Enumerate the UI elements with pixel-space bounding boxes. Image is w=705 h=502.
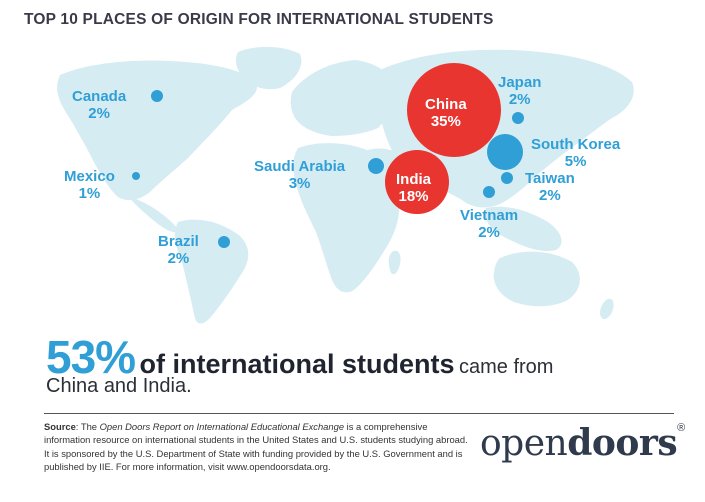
southeast-asia-landmass bbox=[485, 206, 562, 252]
bubble-japan bbox=[512, 112, 524, 124]
headline-rest-text: came from bbox=[459, 356, 554, 378]
page-title: TOP 10 PLACES OF ORIGIN FOR INTERNATIONA… bbox=[24, 11, 494, 28]
headline-percent: 53% bbox=[46, 331, 136, 383]
divider bbox=[44, 413, 674, 414]
world-map bbox=[57, 46, 634, 324]
label-saudi-arabia: Saudi Arabia 3% bbox=[254, 158, 346, 192]
bubble-mexico bbox=[132, 172, 140, 180]
logo-part-open: open bbox=[480, 423, 568, 464]
label-canada: Canada 2% bbox=[72, 88, 127, 122]
bubble-south-korea bbox=[487, 134, 523, 170]
source-note: Source: The Open Doors Report on Interna… bbox=[44, 420, 474, 474]
label-china: China 35% bbox=[425, 96, 467, 130]
central-america-landmass bbox=[128, 196, 180, 233]
logo-part-doors: doors bbox=[567, 422, 678, 464]
bubble-taiwan bbox=[501, 172, 513, 184]
source-label: Source bbox=[44, 421, 76, 432]
africa-landmass bbox=[293, 143, 400, 293]
south-america-landmass bbox=[175, 219, 249, 324]
source-text-2: is a comprehensive information resource … bbox=[44, 421, 468, 473]
bubble-saudi-arabia bbox=[368, 158, 384, 174]
bubble-brazil bbox=[218, 236, 230, 248]
label-south-korea: South Korea 5% bbox=[531, 136, 621, 170]
new-zealand-landmass bbox=[600, 298, 614, 320]
label-india: India 18% bbox=[396, 171, 432, 205]
label-vietnam: Vietnam 2% bbox=[460, 207, 519, 241]
logo-registered-mark: ® bbox=[677, 422, 685, 434]
headline-bold-text: of international students bbox=[139, 349, 455, 379]
bubble-canada bbox=[151, 90, 163, 102]
bubble-vietnam bbox=[483, 186, 495, 198]
bubble-india bbox=[385, 150, 449, 214]
label-mexico: Mexico 1% bbox=[64, 168, 115, 202]
headline: 53% of international students came from bbox=[46, 330, 553, 384]
label-brazil: Brazil 2% bbox=[158, 233, 199, 267]
north-america-landmass bbox=[57, 60, 258, 201]
label-japan: Japan 2% bbox=[498, 74, 542, 108]
greenland-landmass bbox=[235, 46, 302, 90]
place-bubbles bbox=[132, 63, 524, 248]
headline-line-two: China and India. bbox=[46, 375, 192, 397]
europe-landmass bbox=[290, 60, 396, 136]
madagascar-landmass bbox=[388, 250, 401, 275]
source-report-title: Open Doors Report on International Educa… bbox=[99, 421, 345, 432]
opendoors-logo: opendoors® bbox=[480, 422, 685, 464]
bubble-china bbox=[407, 63, 501, 157]
source-text-1: : The bbox=[75, 421, 100, 432]
australia-landmass bbox=[493, 251, 580, 307]
label-taiwan: Taiwan 2% bbox=[525, 170, 575, 204]
